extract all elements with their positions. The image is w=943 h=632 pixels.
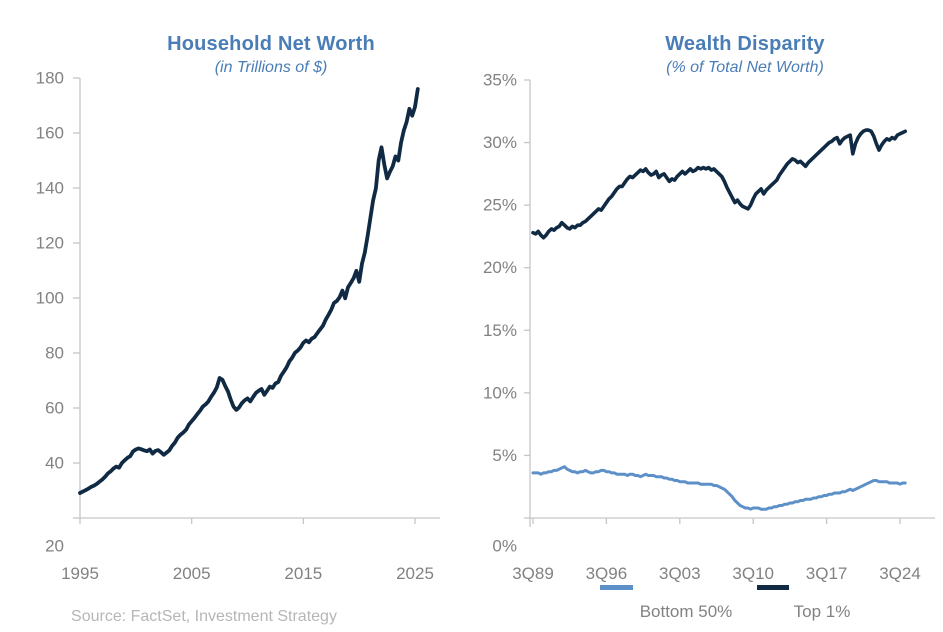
series-line-bottom-50- [531,465,907,511]
series-line-top-1- [531,128,908,240]
legend-line-top-1-icon [757,585,789,590]
x-axis-tick-label: 3Q10 [732,564,774,583]
y-axis-tick-label: 80 [45,344,64,363]
y-axis-tick-label: 180 [36,69,64,88]
y-axis-tick-label: 15% [483,321,517,340]
y-axis-tick-label: 10% [483,383,517,402]
y-axis-tick-label: 40 [45,454,64,473]
right-chart-title: Wealth Disparity [665,33,825,55]
x-axis-tick-label: 2015 [284,564,322,583]
wealth-disparity-chart: 0% 5% 10% 15% 20% 25% 30% 35% 3Q89 3Q96 3Q03 3Q10 3Q… [483,71,935,583]
right-chart-subtitle: (% of Total Net Worth) [666,59,824,76]
x-axis-tick-label: 3Q24 [879,564,921,583]
y-axis-tick-label: 20 [45,537,64,556]
y-axis-tick-label: 100 [36,289,64,308]
x-axis-tick-label: 2005 [173,564,211,583]
legend-line-bottom-50-icon [600,585,633,590]
x-axis-tick-label: 3Q17 [806,564,848,583]
x-axis-tick-label: 1995 [61,564,99,583]
left-chart-subtitle: (in Trillions of $) [214,59,328,76]
household-net-worth-chart: 20 40 60 80 100 120 140 160 180 1995 2005 2015 2025 [36,69,440,583]
y-axis-tick-label: 140 [36,179,64,198]
y-axis-tick-label: 160 [36,124,64,143]
y-axis-tick-label: 0% [492,537,517,556]
left-chart-title: Household Net Worth [167,33,375,55]
x-axis-tick-label: 3Q96 [586,564,628,583]
legend-label-top-1: Top 1% [793,602,851,621]
x-axis-tick-label: 2025 [396,564,434,583]
y-axis-tick-label: 60 [45,399,64,418]
legend-label-bottom-50: Bottom 50% [639,602,733,621]
series-line-household-net-worth [78,87,420,495]
x-axis-tick-label: 3Q89 [512,564,554,583]
y-axis-tick-label: 120 [36,234,64,253]
y-axis-tick-label: 35% [483,71,517,90]
y-axis-tick-label: 30% [483,133,517,152]
y-axis-tick-label: 25% [483,196,517,215]
y-axis-tick-label: 5% [492,446,517,465]
x-axis-tick-label: 3Q03 [659,564,701,583]
source-note: Source: FactSet, Investment Strategy [71,608,337,625]
y-axis-tick-label: 20% [483,258,517,277]
